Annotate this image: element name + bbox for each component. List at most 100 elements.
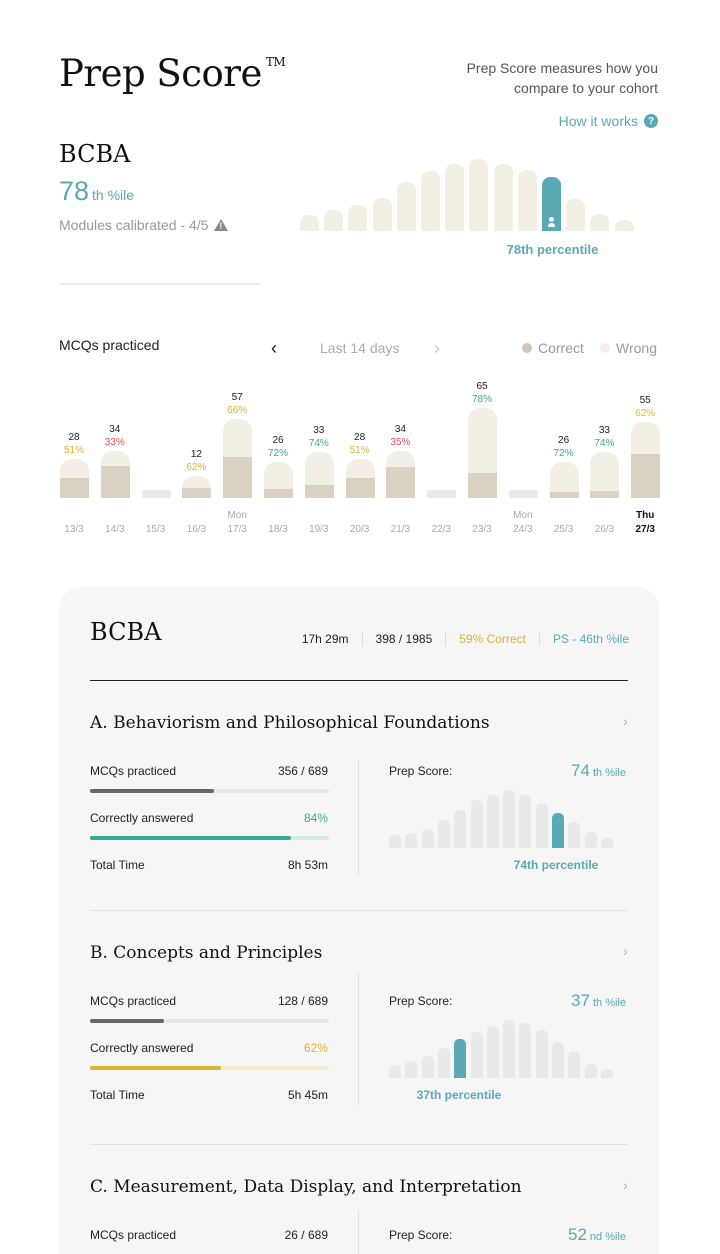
wrong-dot: [600, 343, 610, 353]
chevron-right-icon[interactable]: ›: [623, 713, 628, 729]
module-title[interactable]: C. Measurement, Data Display, and Interp…: [90, 1177, 522, 1197]
module-hist-label: 37th percentile: [416, 1088, 502, 1102]
module-hist-bar: [535, 804, 548, 848]
module-hist-bar: [568, 1052, 581, 1078]
day-column[interactable]: 62% 12 16/3: [182, 372, 212, 542]
ps-label: Prep Score:: [389, 1228, 453, 1242]
ps-number: 74: [571, 761, 590, 780]
day-column[interactable]: 74% 33 19/3: [304, 372, 334, 542]
histogram-label: 78th percentile: [506, 242, 599, 257]
day-date: 22/3: [431, 524, 451, 535]
chevron-left-icon[interactable]: ‹: [271, 338, 277, 358]
warning-icon[interactable]: [214, 219, 229, 231]
description: Prep Score measures how you compare to y…: [466, 60, 658, 96]
chevron-right-icon[interactable]: ›: [623, 943, 628, 959]
module-hist-bar: [405, 833, 418, 848]
module-hist-bar: [584, 1064, 597, 1078]
ps-label: Prep Score:: [389, 994, 453, 1008]
histogram-bar: [300, 215, 319, 231]
chevron-right-icon[interactable]: ›: [623, 1177, 628, 1193]
day-column[interactable]: 22/3: [427, 372, 457, 542]
card-count: 398 / 1985: [361, 632, 446, 646]
day-bar: [631, 422, 661, 498]
module-hist-bar: [470, 800, 483, 848]
day-column[interactable]: 72% 26 25/3: [549, 372, 579, 542]
correct-value: 84%: [303, 811, 328, 825]
day-total: 28: [68, 432, 80, 443]
day-column[interactable]: 33% 34 14/3: [100, 372, 130, 542]
mcq-label: MCQs practiced: [90, 1228, 177, 1242]
date-range: Last 14 days: [320, 340, 400, 356]
module-hist-bar: [470, 1032, 483, 1078]
daily-chart: 51% 28 13/3 33% 34 14/3 15/3 62% 12 16/3 66% 57 Mon 1…: [0, 372, 720, 542]
day-column[interactable]: 15/3: [141, 372, 171, 542]
day-column[interactable]: 66% 57 Mon 17/3: [223, 372, 253, 542]
day-bar: [468, 408, 497, 498]
day-date: 25/3: [553, 524, 574, 535]
day-date: 18/3: [268, 524, 288, 535]
mcq-progress-fill: [90, 1019, 165, 1023]
day-column[interactable]: 35% 34 21/3: [386, 372, 416, 542]
trademark: TM: [265, 55, 286, 69]
histogram-bar: [566, 199, 586, 231]
day-date: 15/3: [145, 524, 166, 535]
percentile-number: 78: [59, 176, 90, 206]
legend-correct-label: Correct: [538, 340, 584, 356]
question-icon: ?: [644, 114, 658, 128]
time-label: Total Time: [90, 858, 145, 872]
day-bar: [386, 451, 416, 498]
mcq-value: 128 / 689: [277, 994, 328, 1008]
day-total: 33: [598, 425, 610, 436]
module-hist-bar: [503, 1020, 516, 1078]
day-bar: [100, 451, 130, 498]
day-date: 17/3: [227, 524, 247, 535]
day-percent: 51%: [349, 445, 370, 456]
histogram-bar: [324, 210, 344, 231]
day-total: 57: [231, 392, 243, 403]
module-divider: [358, 973, 359, 1105]
mcq-section-title: MCQs practiced: [59, 337, 160, 353]
day-total: 26: [558, 435, 570, 446]
day-date: 23/3: [472, 524, 492, 535]
ps-suffix: nd %ile: [589, 1231, 626, 1243]
day-column[interactable]: 51% 28 13/3: [60, 372, 89, 542]
day-column[interactable]: 72% 26 18/3: [264, 372, 293, 542]
day-weekday: Thu: [636, 510, 655, 521]
day-bar: [60, 459, 89, 498]
day-date: 14/3: [105, 524, 125, 535]
module-title[interactable]: A. Behaviorism and Philosophical Foundat…: [90, 713, 490, 733]
module-hist-bar: [552, 1042, 564, 1078]
day-bar-correct: [468, 473, 497, 498]
day-bar-correct: [60, 478, 89, 498]
module-title[interactable]: B. Concepts and Principles: [90, 943, 323, 963]
module-hist-bar: [486, 1026, 499, 1078]
day-column[interactable]: Mon 24/3: [508, 372, 538, 542]
card-total-time: 17h 29m: [301, 632, 349, 646]
how-it-works-link[interactable]: How it works?: [559, 113, 658, 129]
day-column[interactable]: 51% 28 20/3: [345, 372, 375, 542]
module-hist-bar: [421, 1056, 434, 1078]
module-hist-bar: [437, 820, 450, 848]
day-bar: [549, 462, 579, 498]
day-bar-empty: [508, 490, 538, 498]
histogram-bar: [517, 170, 537, 231]
day-bar: [264, 462, 293, 498]
day-percent: 35%: [390, 437, 411, 448]
module-hist-bar: [600, 1069, 613, 1078]
day-column[interactable]: 78% 65 23/3: [468, 372, 497, 542]
mcq-label: MCQs practiced: [90, 994, 177, 1008]
legend-correct: Correct: [522, 340, 584, 356]
correct-label: Correctly answered: [90, 1041, 194, 1055]
overall-histogram: [300, 155, 660, 231]
day-column[interactable]: 62% 55 Thu 27/3: [631, 372, 661, 542]
exam-name: BCBA: [59, 140, 131, 168]
day-column[interactable]: 74% 33 26/3: [590, 372, 620, 542]
legend-wrong-label: Wrong: [616, 340, 657, 356]
day-date: 19/3: [309, 524, 329, 535]
card-prep-score: PS - 46th %ile: [538, 632, 629, 646]
ps-label: Prep Score:: [389, 764, 453, 778]
chevron-right-icon[interactable]: ›: [434, 338, 440, 358]
